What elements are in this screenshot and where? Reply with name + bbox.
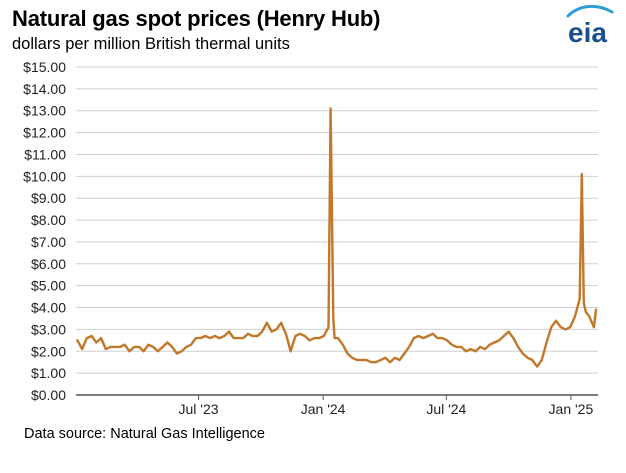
y-tick-label: $0.00: [31, 387, 66, 403]
eia-logo: eia: [548, 2, 620, 50]
chart-subtitle: dollars per million British thermal unit…: [12, 35, 290, 53]
x-tick-label: Jan '25: [549, 401, 594, 417]
data-source-note: Data source: Natural Gas Intelligence: [24, 426, 265, 442]
chart-gridlines: [76, 66, 598, 374]
y-tick-label: $8.00: [31, 212, 66, 228]
y-tick-label: $14.00: [23, 81, 66, 97]
y-tick-label: $6.00: [31, 256, 66, 272]
y-tick-label: $9.00: [31, 190, 66, 206]
x-tick-label: Jul '24: [426, 401, 466, 417]
x-tick-label: Jan '24: [301, 401, 346, 417]
logo-swoosh: [566, 5, 614, 18]
y-tick-label: $11.00: [24, 146, 66, 162]
y-tick-label: $15.00: [23, 59, 66, 75]
price-series-line: [76, 107, 598, 368]
y-tick-label: $4.00: [31, 300, 66, 316]
y-tick-label: $3.00: [31, 321, 66, 337]
y-tick-label: $12.00: [23, 125, 66, 141]
y-tick-label: $10.00: [23, 168, 66, 184]
chart-title: Natural gas spot prices (Henry Hub): [12, 6, 381, 31]
series-group: [76, 107, 598, 368]
y-tick-label: $5.00: [31, 278, 66, 294]
y-tick-label: $13.00: [23, 103, 66, 119]
x-axis-tick-labels: Jul '23 Jan '24 Jul '24 Jan '25: [179, 395, 594, 417]
y-axis-tick-labels: $0.00 $1.00 $2.00 $3.00 $4.00 $5.00 $6.00 $7.00…: [23, 59, 66, 403]
y-tick-label: $7.00: [31, 234, 66, 250]
eia-logo-mark: eia: [566, 5, 614, 48]
logo-text: eia: [568, 17, 607, 48]
y-tick-label: $2.00: [31, 343, 66, 359]
y-tick-label: $1.00: [31, 365, 66, 381]
x-tick-label: Jul '23: [179, 401, 219, 417]
